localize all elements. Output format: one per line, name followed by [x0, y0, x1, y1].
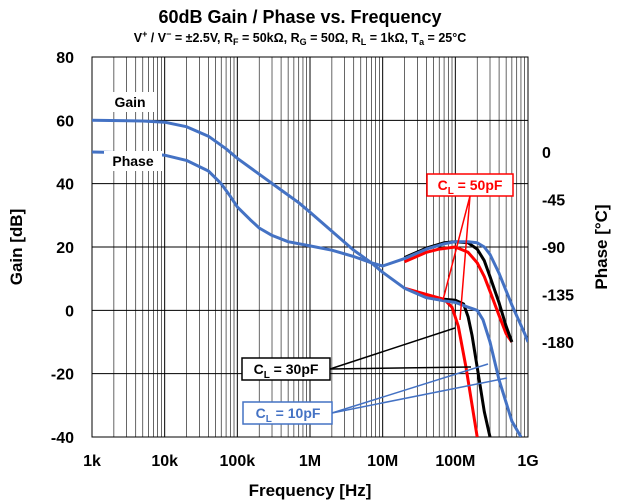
- y-tick-label-left: 40: [56, 177, 74, 194]
- cl30-label-box: [241, 357, 331, 381]
- y-tick-label-right: -90: [542, 240, 565, 257]
- x-tick-label: 1G: [517, 453, 538, 470]
- gain-line-cl-10pf: [92, 118, 523, 437]
- gain-line-cl-50pf: [404, 286, 479, 437]
- y-tick-label-right: -135: [542, 288, 574, 305]
- gain-label-bg: [104, 92, 156, 112]
- x-tick-label: 100M: [435, 453, 475, 470]
- ticks: 1k 10k 100k 1M 10M 100M 1G 80 60 40 20 0 -20 -40 0 -45 -…: [51, 50, 574, 470]
- y-tick-label-right: 0: [542, 145, 551, 162]
- y-tick-label-left: 20: [56, 240, 74, 257]
- y-tick-label-right: -180: [542, 335, 574, 352]
- series-lines: [92, 118, 528, 437]
- y-axis-title-right: Phase [°C]: [592, 204, 611, 289]
- chart-title: 60dB Gain / Phase vs. Frequency: [158, 7, 441, 27]
- cl10-pointer-1: [331, 363, 489, 414]
- plot-frame: [91, 56, 529, 438]
- y-axis-title-left: Gain [dB]: [7, 209, 26, 286]
- gain-curve-label: Gain: [114, 94, 145, 110]
- cl10-label-box: [242, 401, 333, 425]
- cl30-pointer-1: [329, 327, 456, 370]
- x-tick-label: 10M: [367, 453, 398, 470]
- chart-subtitle: V+ / V− = ±2.5V, RF = 50kΩ, RG = 50Ω, RL…: [134, 29, 467, 47]
- x-tick-label: 100k: [220, 453, 256, 470]
- x-tick-label: 1k: [83, 453, 101, 470]
- y-tick-label-left: 0: [65, 303, 74, 320]
- y-tick-label-left: 60: [56, 113, 74, 130]
- cl50-label: CL = 50pF: [438, 177, 503, 197]
- phase-line-cl-50pf: [403, 245, 514, 343]
- y-tick-label-right: -45: [542, 193, 565, 210]
- cl50-pointer-2: [459, 195, 471, 321]
- phase-label-bg: [104, 151, 162, 171]
- y-tick-label-left: -40: [51, 430, 74, 447]
- y-tick-label-left: -20: [51, 367, 74, 384]
- phase-line-cl-10pf: [92, 150, 528, 343]
- cl50-label-box: [426, 173, 514, 197]
- cl30-label: CL = 30pF: [254, 361, 319, 381]
- cl10-pointer-2: [331, 377, 508, 414]
- gain-line-cl-30pf: [443, 297, 492, 437]
- phase-curve-label: Phase: [112, 153, 153, 169]
- cl30-pointer-2: [329, 366, 472, 370]
- cl50-pointer-1: [442, 195, 471, 301]
- x-axis-title: Frequency [Hz]: [249, 481, 372, 500]
- x-tick-label: 10k: [151, 453, 178, 470]
- y-tick-label-left: 80: [56, 50, 74, 67]
- cl10-label: CL = 10pF: [256, 405, 321, 425]
- x-tick-label: 1M: [299, 453, 321, 470]
